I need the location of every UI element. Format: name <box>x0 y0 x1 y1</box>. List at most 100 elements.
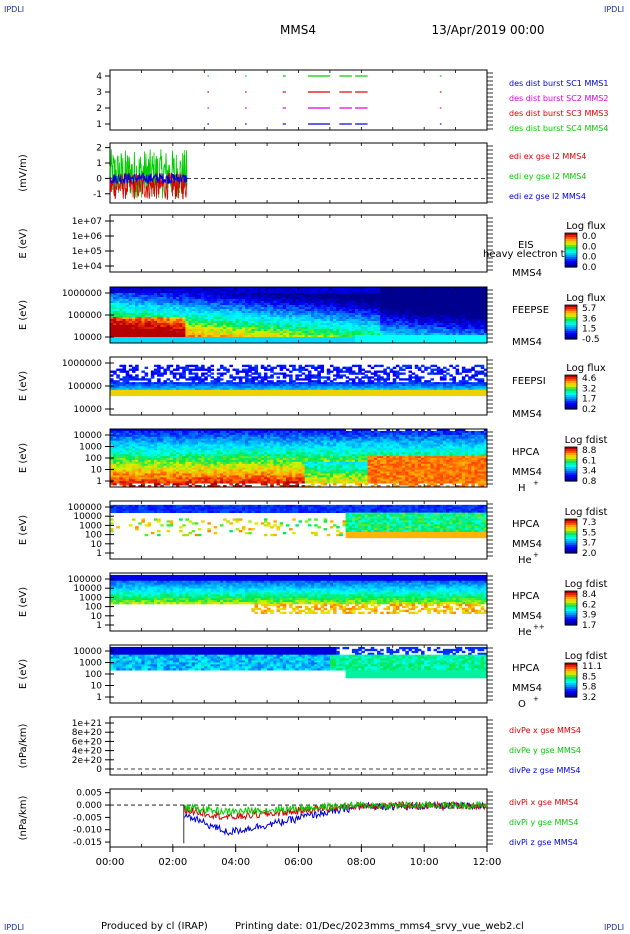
heatmap-cell <box>399 394 403 396</box>
heatmap-cell <box>377 371 381 373</box>
heatmap-cell <box>339 394 343 396</box>
heatmap-cell <box>267 394 271 396</box>
heatmap-cell <box>270 394 274 396</box>
heatmap-cell <box>399 372 403 374</box>
heatmap-cell <box>386 367 390 369</box>
heatmap-cell <box>368 371 372 373</box>
heatmap-cell <box>135 394 139 396</box>
heatmap-cell <box>207 371 211 373</box>
heatmap-cell <box>437 372 441 374</box>
heatmap-cell <box>427 394 431 396</box>
heatmap-cell <box>195 378 199 380</box>
heatmap-cell <box>314 394 318 396</box>
heatmap-cell <box>185 369 189 371</box>
heatmap-cell <box>119 394 123 396</box>
heatmap-cell <box>349 378 353 380</box>
heatmap-cell <box>380 394 384 396</box>
heatmap-cell <box>145 374 149 376</box>
heatmap-cell <box>311 367 315 369</box>
heatmap-cell <box>336 376 340 378</box>
heatmap-cell <box>327 394 331 396</box>
heatmap-cell <box>289 394 293 396</box>
heatmap-cell <box>368 394 372 396</box>
heatmap-cell <box>421 365 425 367</box>
heatmap-cell <box>421 371 425 373</box>
y-tick-label: 0 <box>96 174 102 184</box>
heatmap-cell <box>456 394 460 396</box>
heatmap-cell <box>189 394 193 396</box>
heatmap-cell <box>264 369 268 371</box>
heatmap-cell <box>251 372 255 374</box>
heatmap-cell <box>211 369 215 371</box>
heatmap-cell <box>302 378 306 380</box>
heatmap-cell <box>223 369 227 371</box>
heatmap-cell <box>204 378 208 380</box>
heatmap-cell <box>374 374 378 376</box>
heatmap-cell <box>449 378 453 380</box>
heatmap-cell <box>471 369 475 371</box>
heatmap-cell <box>339 376 343 378</box>
heatmap-cell <box>195 369 199 371</box>
heatmap-cell <box>412 394 416 396</box>
heatmap-cell <box>214 394 218 396</box>
heatmap-cell <box>283 394 287 396</box>
heatmap-cell <box>355 376 359 378</box>
colorbar-title: Log flux <box>566 293 606 304</box>
heatmap-cell <box>283 376 287 378</box>
heatmap-cell <box>110 394 114 396</box>
heatmap-cell <box>349 372 353 374</box>
heatmap-cell <box>418 394 422 396</box>
heatmap-cell <box>346 376 350 378</box>
heatmap-cell <box>226 371 230 373</box>
heatmap-cell <box>430 378 434 380</box>
heatmap-cell <box>456 365 460 367</box>
heatmap-cell <box>364 394 368 396</box>
heatmap-cell <box>311 376 315 378</box>
heatmap-cell <box>129 369 133 371</box>
heatmap-cell <box>132 378 136 380</box>
colorbar-label: 0.0 <box>582 232 597 242</box>
heatmap-cell <box>261 394 265 396</box>
heatmap-cell <box>308 394 312 396</box>
heatmap-cell <box>474 365 478 367</box>
heatmap-cell <box>119 365 123 367</box>
heatmap-cell <box>157 374 161 376</box>
heatmap-cell <box>251 394 255 396</box>
heatmap-cell <box>116 376 120 378</box>
heatmap-cell <box>399 378 403 380</box>
heatmap-cell <box>449 394 453 396</box>
heatmap-cell <box>204 369 208 371</box>
heatmap-cell <box>229 365 233 367</box>
heatmap-cell <box>377 394 381 396</box>
y-tick-label: 1e+04 <box>72 262 103 272</box>
heatmap-cell <box>452 367 456 369</box>
heatmap-cell <box>192 365 196 367</box>
heatmap-cell <box>201 374 205 376</box>
heatmap-cell <box>170 372 174 374</box>
heatmap-cell <box>330 394 334 396</box>
heatmap-cell <box>374 378 378 380</box>
heatmap-cell <box>355 394 359 396</box>
heatmap-cell <box>201 394 205 396</box>
heatmap-cell <box>204 394 208 396</box>
heatmap-cell <box>424 369 428 371</box>
heatmap-cell <box>430 365 434 367</box>
heatmap-cell <box>333 378 337 380</box>
heatmap-cell <box>305 369 309 371</box>
heatmap-cell <box>179 376 183 378</box>
heatmap-cell <box>374 365 378 367</box>
heatmap-cell <box>141 394 145 396</box>
heatmap-cell <box>349 394 353 396</box>
heatmap-cell <box>471 394 475 396</box>
heatmap-cell <box>151 376 155 378</box>
heatmap-cell <box>342 371 346 373</box>
heatmap-cell <box>437 394 441 396</box>
heatmap-cell <box>402 369 406 371</box>
heatmap-cell <box>236 376 240 378</box>
heatmap-cell <box>443 378 447 380</box>
heatmap-cell <box>173 394 177 396</box>
heatmap-cell <box>182 376 186 378</box>
heatmap-cell <box>383 394 387 396</box>
y-tick-label: 100000 <box>68 311 103 321</box>
heatmap-cell <box>396 394 400 396</box>
